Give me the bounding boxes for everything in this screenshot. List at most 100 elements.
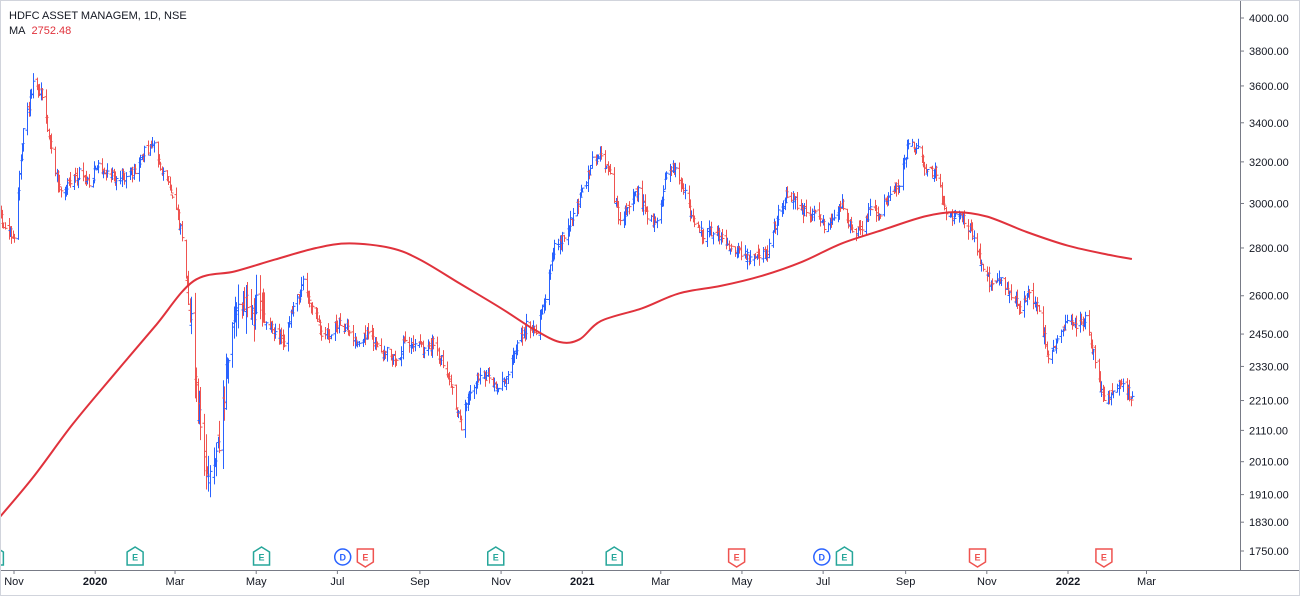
time-tick-label: Sep [896,576,916,588]
ohlc-bar [31,73,36,99]
ohlc-bar [841,198,846,211]
ohlc-bar [938,173,943,188]
ohlc-bar [25,102,30,136]
svg-text:E: E [493,553,499,563]
ohlc-bar [407,336,412,353]
earnings-marker[interactable]: E [727,548,746,568]
ohlc-bar [403,331,408,342]
ohlc-bar [655,217,660,229]
ohlc-bar [1031,282,1036,310]
ohlc-bar [1065,314,1070,324]
ohlc-bar [599,145,604,160]
ohlc-bar [757,248,762,266]
ma-legend: MA 2752.48 [9,25,71,38]
time-tick-label: Mar [651,576,670,588]
ohlc-bar [180,221,185,242]
ohlc-bar [146,140,151,156]
ohlc-bar [868,198,873,216]
ohlc-bar [1111,390,1116,399]
earnings-marker[interactable]: E [487,546,505,566]
ohlc-bar [705,227,710,248]
ohlc-bar [329,334,334,340]
earnings-marker[interactable]: E [126,546,144,566]
ohlc-bar [813,209,818,214]
ohlc-bar [1037,304,1042,312]
ohlc-bar [118,170,123,185]
time-tick-label: Nov [491,576,511,588]
dividend-marker[interactable]: D [333,548,352,566]
ohlc-bar [385,346,390,362]
ohlc-bar [603,150,608,173]
ohlc-bar [40,87,45,101]
ohlc-bar [1022,290,1027,318]
moving-average-layer [0,211,1133,519]
svg-text:E: E [132,553,138,563]
time-tick-label: 2020 [83,576,107,588]
svg-text:E: E [974,553,980,563]
ohlc-bar [59,187,64,198]
ohlc-bar [3,222,8,230]
ohlc-bar [664,171,669,180]
svg-text:E: E [1101,553,1107,563]
earnings-marker[interactable]: E [835,546,854,566]
ohlc-bar [1055,335,1060,344]
ohlc-bar [776,204,781,226]
ohlc-bar [301,275,306,291]
ohlc-bar [133,164,138,175]
ohlc-bar [468,385,473,401]
price-tick-label: 2210.00 [1249,396,1289,408]
ohlc-bar [449,374,454,388]
ohlc-bar [795,192,800,211]
ohlc-bar [379,338,384,353]
price-tick-label: 2330.00 [1249,361,1289,373]
ohlc-bar [96,160,101,174]
ohlc-bar [254,274,259,315]
ohlc-bar [68,172,73,188]
ohlc-bar [767,238,772,259]
time-tick-label: 2021 [570,576,594,588]
ohlc-bar [818,214,823,227]
ohlc-bar [524,313,529,340]
ohlc-bar [351,324,356,347]
ohlc-bar [506,371,511,384]
ma-legend-value: 2752.48 [31,25,72,37]
dividend-marker[interactable]: D [813,548,831,566]
ohlc-bar [411,335,416,352]
ohlc-bar [739,241,744,261]
ohlc-bar [258,275,263,320]
ohlc-bar [729,243,734,252]
ohlc-bar [645,206,650,225]
ohlc-bar [1027,288,1032,300]
price-tick-label: 2800.00 [1249,243,1289,255]
earnings-marker[interactable]: E [356,548,375,568]
ohlc-bar [375,341,380,347]
earnings-marker[interactable]: E [252,546,271,566]
ohlc-bar [323,326,328,340]
earnings-marker[interactable]: E [1095,548,1113,568]
price-tick-label: 1830.00 [1249,517,1289,529]
symbol-title: HDFC ASSET MANAGEM, 1D, NSE [9,10,187,22]
ohlc-bar [874,204,879,222]
earnings-marker[interactable]: E [605,546,623,566]
ohlc-bar [975,233,980,256]
price-tick-label: 3800.00 [1249,46,1289,58]
ohlc-bar [87,174,92,188]
ohlc-bar [916,138,921,150]
price-tick-label: 2450.00 [1249,329,1289,341]
ohlc-bar [310,302,315,315]
moving-average-line [0,211,1133,519]
price-tick-label: 2110.00 [1249,425,1288,437]
ohlc-bar [590,151,595,169]
ohlc-bar [21,128,26,152]
time-tick-label: Jul [816,576,830,588]
ohlc-bar [733,246,738,257]
ohlc-bar [785,186,790,199]
earnings-marker[interactable]: E [968,548,987,568]
ohlc-bar [571,207,576,227]
ohlc-bar [699,221,704,237]
ohlc-bar [1102,386,1107,401]
price-tick-label: 4000.00 [1249,13,1289,25]
ohlc-bar [720,228,725,243]
